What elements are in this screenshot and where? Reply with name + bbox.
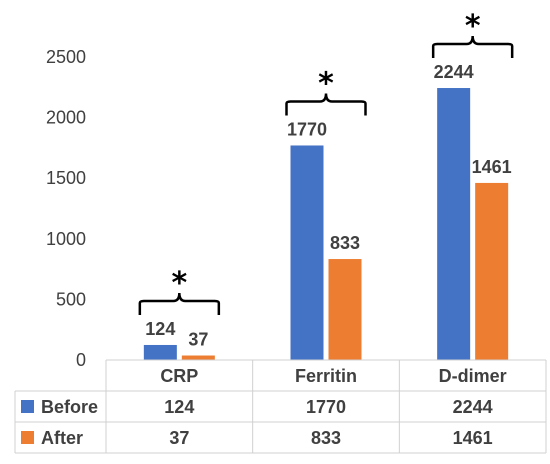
y-tick-label: 500 (56, 289, 86, 309)
significance-bracket-d-dimer (431, 35, 514, 59)
significance-brackets: * * * (138, 9, 514, 315)
bar-series (143, 88, 509, 361)
data-labels: 124 37 1770 833 2244 1461 (145, 62, 511, 349)
table-cell-after-d-dimer: 1461 (453, 428, 493, 448)
significance-star-ferritin: * (318, 66, 334, 101)
data-label-before-crp: 124 (145, 319, 175, 339)
bar-after-d-dimer (475, 182, 509, 360)
legend-label-after: After (41, 428, 83, 448)
bar-before-d-dimer (437, 88, 471, 361)
y-tick-label: 1000 (46, 229, 86, 249)
bar-after-crp (181, 355, 215, 360)
y-tick-label: 1500 (46, 168, 86, 188)
y-tick-label: 0 (76, 350, 86, 370)
table-cell-before-d-dimer: 2244 (453, 397, 493, 417)
significance-star-crp: * (171, 266, 187, 301)
table-cell-after-crp: 37 (169, 428, 189, 448)
data-label-before-d-dimer: 2244 (434, 62, 474, 82)
legend-swatch-before (21, 400, 34, 413)
bar-after-ferritin (328, 259, 362, 360)
table-cell-before-crp: 124 (164, 397, 194, 417)
data-table: CRP Ferritin D-dimer Before 124 1770 2244 After… (14, 359, 547, 454)
significance-star-d-dimer: * (465, 9, 481, 44)
table-cell-before-ferritin: 1770 (306, 397, 346, 417)
data-label-after-ferritin: 833 (330, 233, 360, 253)
bar-before-ferritin (290, 145, 324, 360)
category-label-crp: CRP (160, 366, 198, 386)
y-axis-labels: 0 500 1000 1500 2000 2500 (46, 47, 86, 370)
data-label-before-ferritin: 1770 (287, 119, 327, 139)
data-label-after-d-dimer: 1461 (472, 157, 512, 177)
legend-swatch-after (21, 431, 34, 444)
y-tick-label: 2000 (46, 108, 86, 128)
significance-bracket-ferritin (285, 93, 367, 116)
bar-before-crp (143, 344, 177, 360)
data-label-after-crp: 37 (188, 330, 208, 350)
category-label-ferritin: Ferritin (295, 366, 357, 386)
y-tick-label: 2500 (46, 47, 86, 67)
table-cell-after-ferritin: 833 (311, 428, 341, 448)
category-label-d-dimer: D-dimer (439, 366, 507, 386)
legend-label-before: Before (41, 397, 98, 417)
